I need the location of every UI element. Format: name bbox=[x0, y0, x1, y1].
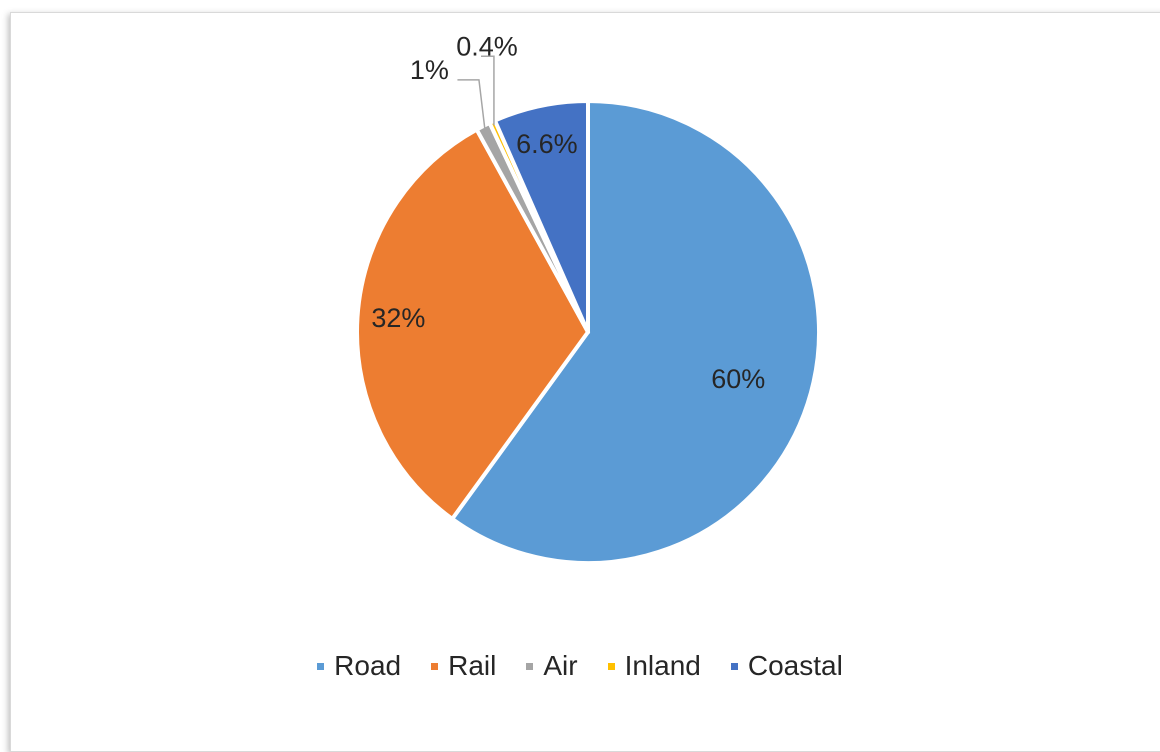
data-label-inland: 0.4% bbox=[456, 31, 518, 61]
leader-line-inland bbox=[481, 55, 495, 126]
legend-item-air: Air bbox=[526, 650, 578, 682]
legend-swatch-air bbox=[526, 662, 534, 670]
leader-lines bbox=[457, 55, 495, 130]
legend-item-coastal: Coastal bbox=[730, 650, 843, 682]
pie-slices bbox=[355, 99, 821, 565]
legend-label-air: Air bbox=[543, 650, 578, 681]
pie-slice-road bbox=[450, 99, 821, 565]
data-label-air: 1% bbox=[410, 55, 449, 85]
legend-label-road: Road bbox=[334, 650, 402, 681]
legend-item-rail: Rail bbox=[431, 650, 496, 682]
legend-label-inland: Inland bbox=[624, 650, 701, 681]
legend-swatch-rail bbox=[431, 662, 439, 670]
legend-swatch-road bbox=[317, 662, 325, 670]
pie-slice-coastal bbox=[492, 99, 590, 334]
data-label-coastal: 6.6% bbox=[516, 129, 578, 159]
legend-swatch-inland bbox=[607, 662, 615, 670]
leader-line-air bbox=[457, 79, 486, 130]
legend-swatch-coastal bbox=[730, 662, 738, 670]
legend: Road Rail Air Inland Coastal bbox=[0, 650, 1160, 682]
pie-chart: 60% 32% 1%0.4% 6.6% bbox=[355, 31, 821, 565]
data-label-road: 60% bbox=[711, 364, 765, 394]
pie-slice-rail bbox=[355, 127, 590, 521]
legend-label-rail: Rail bbox=[448, 650, 497, 681]
data-labels: 60% 32% 1%0.4% 6.6% bbox=[371, 31, 765, 394]
legend-label-coastal: Coastal bbox=[747, 650, 843, 681]
legend-item-road: Road bbox=[317, 650, 401, 682]
data-label-rail: 32% bbox=[371, 303, 425, 333]
legend-item-inland: Inland bbox=[607, 650, 701, 682]
